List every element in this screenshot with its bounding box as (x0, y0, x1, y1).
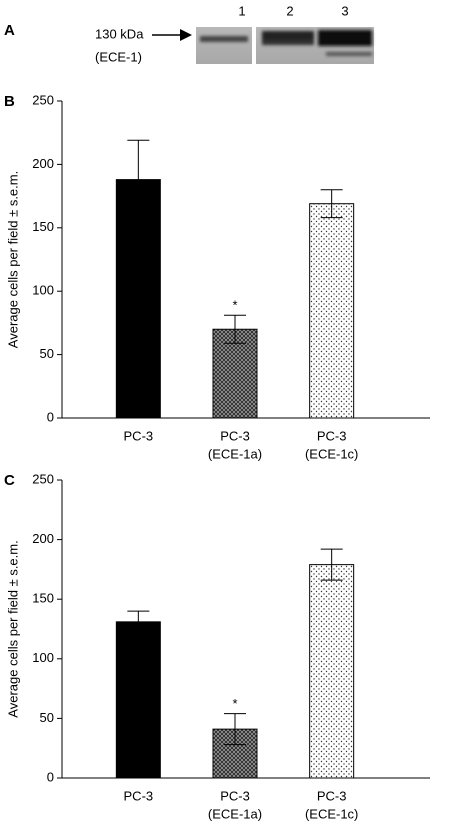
significance-marker: * (232, 298, 237, 313)
y-tick-label: 150 (32, 591, 54, 606)
x-tick-label: PC-3 (124, 428, 154, 443)
y-tick-label: 0 (47, 769, 54, 784)
y-tick-label: 200 (32, 531, 54, 546)
error-bar-line (320, 189, 343, 219)
arrowhead (180, 29, 192, 41)
x-tick-label: (ECE-1c) (305, 446, 358, 461)
x-tick-label: PC-3 (317, 788, 347, 803)
lane-label: 2 (286, 3, 293, 18)
y-tick-label: 50 (40, 710, 54, 725)
significance-marker: * (232, 696, 237, 711)
error-bar (320, 548, 343, 581)
error-bar (224, 314, 246, 344)
y-tick-label: 100 (32, 283, 54, 298)
lane-label: 3 (341, 3, 348, 18)
error-bar-line (224, 713, 246, 746)
error-bar-line (224, 314, 246, 344)
bar (115, 621, 161, 779)
error-bar (127, 139, 150, 220)
y-tick-label: 250 (32, 471, 54, 486)
x-tick-label: PC-3 (220, 428, 250, 443)
x-tick-label: (ECE-1a) (208, 806, 262, 821)
bar (309, 203, 355, 419)
blot (196, 27, 374, 64)
error-bar (320, 189, 343, 219)
y-axis-label: Average cells per field ± s.e.m. (5, 171, 20, 348)
protein-label: (ECE-1) (95, 49, 142, 64)
y-tick-label: 0 (47, 409, 54, 424)
x-tick-label: PC-3 (220, 788, 250, 803)
y-tick-label: 200 (32, 156, 54, 171)
x-tick-label: (ECE-1c) (305, 806, 358, 821)
x-tick-label: (ECE-1a) (208, 446, 262, 461)
error-bar (224, 713, 246, 746)
x-tick-label: PC-3 (317, 428, 347, 443)
y-axis-label: Average cells per field ± s.e.m. (5, 540, 20, 717)
y-tick-label: 100 (32, 650, 54, 665)
y-tick-label: 50 (40, 346, 54, 361)
lane-label: 1 (238, 3, 245, 18)
x-tick-label: PC-3 (124, 788, 154, 803)
error-bar-line (127, 610, 150, 634)
error-bar-line (127, 139, 150, 220)
panel-label: A (4, 22, 15, 39)
panel-label: B (4, 93, 15, 110)
error-bar-line (320, 548, 343, 581)
bar (309, 564, 355, 779)
y-tick-label: 150 (32, 219, 54, 234)
marker-label: 130 kDa (95, 26, 144, 41)
y-tick-label: 250 (32, 92, 54, 107)
error-bar (127, 610, 150, 634)
panel-label: C (4, 472, 15, 489)
